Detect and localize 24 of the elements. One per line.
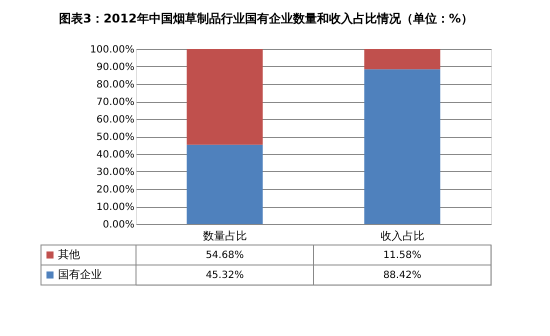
y-tick-label: 50.00% bbox=[96, 132, 134, 143]
x-tick-label: 数量占比 bbox=[202, 230, 247, 242]
chart-title: 图表3：2012年中国烟草制品行业国有企业数量和收入占比情况（单位：%） bbox=[59, 12, 473, 26]
y-tick-label: 40.00% bbox=[96, 150, 134, 160]
bar bbox=[364, 69, 440, 224]
x-tick-label: 收入占比 bbox=[380, 230, 424, 242]
data-label: 45.32% bbox=[206, 270, 244, 281]
data-label: 54.68% bbox=[206, 250, 244, 261]
data-label: 88.42% bbox=[383, 270, 422, 281]
legend-label: 国有企业 bbox=[58, 268, 102, 281]
bar bbox=[186, 49, 263, 145]
y-tick-label: 70.00% bbox=[96, 97, 134, 108]
y-tick-label: 30.00% bbox=[96, 167, 134, 178]
y-tick-label: 100.00% bbox=[90, 44, 134, 56]
y-tick-label: 80.00% bbox=[96, 80, 134, 90]
bar bbox=[186, 144, 263, 224]
y-tick-label: 90.00% bbox=[96, 62, 134, 73]
data-label: 11.58% bbox=[383, 250, 422, 261]
legend-label: 其他 bbox=[58, 248, 80, 261]
y-tick-label: 20.00% bbox=[96, 184, 134, 196]
bar bbox=[364, 49, 440, 70]
y-tick-label: 10.00% bbox=[96, 202, 134, 213]
y-tick-label: 0.00% bbox=[102, 220, 134, 230]
y-tick-label: 60.00% bbox=[96, 114, 134, 126]
